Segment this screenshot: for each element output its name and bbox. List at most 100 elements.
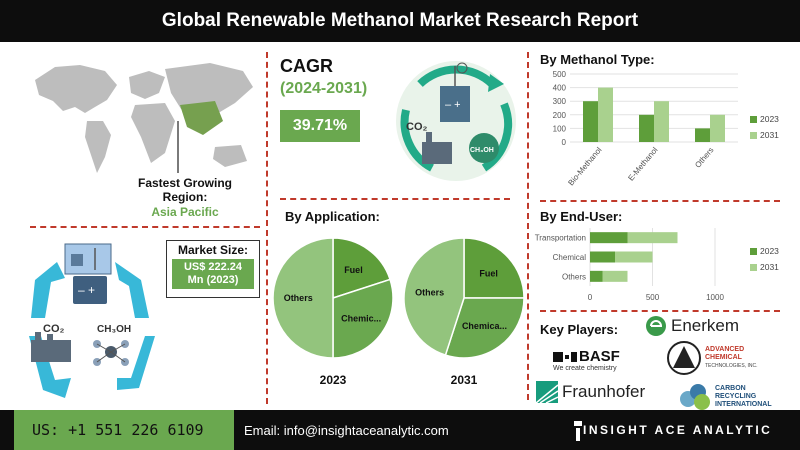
enerkem-logo: Enerkem	[645, 315, 739, 337]
bar	[602, 270, 628, 282]
pie-slice	[403, 237, 465, 357]
methanol-type-chart: 0 100 200 300 400 500 Bio-Methanol E-Methanol Ot…	[553, 70, 780, 187]
bar	[654, 101, 669, 142]
cagr-title: CAGR	[280, 56, 333, 76]
divider	[280, 198, 510, 200]
advanced-line1: ADVANCED	[705, 346, 745, 353]
methanol-type-title: By Methanol Type:	[540, 52, 655, 67]
bar	[615, 251, 653, 263]
x-tick-label: 1000	[706, 293, 724, 302]
x-tick-label: E-Methanol	[626, 145, 659, 182]
svg-text:– +: – +	[445, 99, 461, 111]
market-size-value: US$ 222.24	[183, 261, 243, 273]
slice-label: Chemica...	[462, 321, 507, 331]
carbon-line2: RECYCLING	[715, 393, 757, 400]
x-tick-label: 0	[588, 293, 593, 302]
pie-slice	[272, 237, 334, 359]
methanol-cycle-icon: – + CO₂ CH₃OH	[29, 243, 155, 398]
y-tick-label: Others	[562, 272, 586, 281]
cagr-value: 39.71%	[280, 110, 360, 142]
basf-logo: BASF We create chemistry	[553, 348, 620, 372]
carbon-line1: CARBON	[715, 385, 746, 392]
y-tick-label: 100	[553, 124, 567, 133]
svg-text:– +: – +	[78, 283, 95, 297]
legend-swatch	[750, 264, 757, 271]
pie-slice	[332, 278, 394, 359]
divider	[540, 200, 780, 202]
y-tick-label: 500	[553, 70, 567, 79]
bar	[695, 128, 710, 142]
advanced-line3: TECHNOLOGIES, INC.	[705, 363, 758, 369]
brand-name: INSIGHT ACE ANALYTIC	[583, 423, 773, 437]
legend-swatch	[750, 248, 757, 255]
co2-label: CO₂	[43, 323, 65, 335]
bar	[598, 87, 613, 142]
y-tick-label: Transportation	[535, 234, 586, 243]
y-tick-label: 400	[553, 84, 567, 93]
basf-text: BASF	[579, 348, 620, 365]
region-label: Fastest Growing Region:	[137, 176, 232, 204]
y-tick-label: Chemical	[553, 253, 587, 262]
phone-contact: US: +1 551 226 6109	[14, 410, 234, 450]
region-value: Asia Pacific	[151, 205, 219, 219]
legend-swatch	[750, 132, 757, 139]
end-user-chart: 0 500 1000 Transportation Chemical Others 2023…	[535, 228, 779, 302]
x-tick-label: Bio-Methanol	[566, 145, 603, 187]
market-size-label: Market Size:	[177, 243, 249, 257]
pie-year-label: 2023	[320, 373, 347, 387]
pie-slice	[332, 237, 392, 300]
page-title: Global Renewable Methanol Market Researc…	[0, 0, 800, 42]
bar	[590, 270, 603, 282]
carbon-line3: INTERNATIONAL	[715, 401, 772, 408]
market-size-year: Mn (2023)	[187, 274, 239, 286]
cagr-period: (2024-2031)	[280, 80, 368, 97]
y-tick-label: 200	[553, 111, 567, 120]
key-players-title: Key Players:	[540, 322, 619, 337]
market-size-card: Market Size: US$ 222.24 Mn (2023)	[166, 240, 260, 298]
slice-label: Fuel	[479, 268, 498, 278]
brand-logo-icon	[574, 421, 582, 446]
bar	[583, 101, 598, 142]
slice-label: Others	[415, 288, 444, 298]
y-tick-label: 0	[562, 138, 567, 147]
ch3oh-label: CH₃OH	[97, 324, 131, 335]
bar	[590, 232, 628, 244]
world-map-icon	[35, 63, 253, 173]
end-user-title: By End-User:	[540, 209, 623, 224]
legend-label: 2031	[760, 262, 779, 272]
divider	[266, 52, 268, 404]
slice-label: Others	[284, 293, 313, 303]
legend-swatch	[750, 116, 757, 123]
pie-slice	[463, 237, 525, 299]
bar	[710, 114, 725, 142]
y-tick-label: 300	[553, 97, 567, 106]
x-tick-label: Others	[693, 146, 715, 170]
enerkem-text: Enerkem	[671, 316, 740, 335]
carbon-recycling-logo: CARBON RECYCLING INTERNATIONAL	[678, 382, 772, 412]
pie-slice	[444, 297, 525, 359]
fraunhofer-text: Fraunhofer	[562, 382, 646, 401]
renewable-cycle-icon: – + CO₂ CH₃OH	[396, 61, 516, 181]
ch3oh-flask-label: CH₃OH	[470, 147, 494, 154]
application-title: By Application:	[285, 209, 380, 224]
legend-label: 2023	[760, 114, 779, 124]
divider	[527, 52, 529, 400]
basf-tagline: We create chemistry	[553, 365, 617, 372]
slice-label: Fuel	[344, 265, 363, 275]
legend-label: 2023	[760, 246, 779, 256]
x-tick-label: 500	[646, 293, 660, 302]
divider	[540, 310, 780, 312]
co2-label: CO₂	[406, 121, 428, 133]
fraunhofer-logo: Fraunhofer	[536, 381, 645, 403]
legend-label: 2031	[760, 130, 779, 140]
bar	[627, 232, 678, 244]
email-contact[interactable]: Email: info@insightaceanalytic.com	[244, 422, 449, 438]
bar	[590, 251, 615, 263]
bar	[639, 114, 654, 142]
slice-label: Chemic...	[341, 313, 381, 323]
pie-year-label: 2031	[451, 373, 478, 387]
divider	[30, 226, 260, 228]
application-chart: Fuel Chemic... Others 2023 Fuel Chemica... Oth…	[272, 237, 525, 387]
advanced-line2: CHEMICAL	[705, 354, 742, 361]
advanced-chemical-logo: ADVANCED CHEMICAL TECHNOLOGIES, INC.	[666, 340, 758, 376]
